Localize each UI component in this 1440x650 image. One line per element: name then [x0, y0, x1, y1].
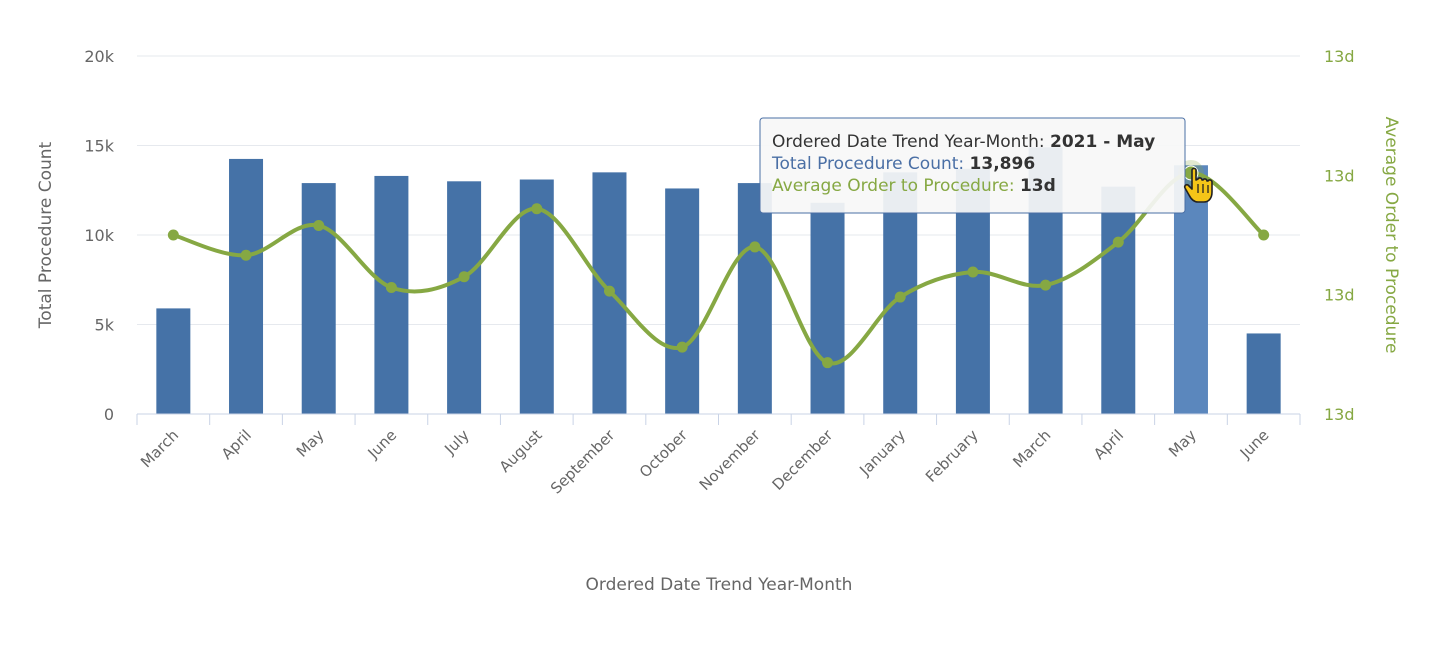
y-tick-label: 15k [84, 137, 114, 156]
bar [447, 181, 482, 414]
line-point [240, 249, 252, 261]
x-tick-label: April [1090, 426, 1127, 463]
y2-axis-title: Average Order to Procedure [1381, 117, 1401, 354]
x-tick-label: July [440, 426, 473, 459]
x-tick-label: March [137, 426, 182, 471]
x-tick-label: December [769, 426, 837, 494]
x-tick-label: August [496, 426, 546, 476]
x-tick-label: February [922, 426, 982, 486]
bar [374, 175, 409, 414]
line-point [967, 266, 979, 278]
pointer-hand-icon [1183, 167, 1213, 203]
line-point [676, 341, 688, 353]
line-point [458, 271, 470, 283]
tooltip-avg-label: Average Order to Procedure: [772, 176, 1020, 196]
x-tick-label: October [636, 426, 692, 482]
line-point [313, 219, 325, 231]
line-point [1040, 279, 1052, 291]
line-point [894, 291, 906, 303]
x-tick-label: June [364, 426, 401, 463]
bar [1101, 186, 1136, 414]
tooltip-box [759, 117, 1186, 214]
x-axis-title: Ordered Date Trend Year-Month [586, 575, 853, 595]
bar [810, 202, 845, 414]
line-point [822, 357, 834, 369]
x-tick-label: January [855, 426, 909, 480]
x-tick-label: September [547, 426, 619, 498]
tooltip-count-row: Total Procedure Count: 13,896 [771, 154, 1035, 174]
axes: 0 5k 10k 15k 20k 13d 13d 13d 13d March April May Jun… [84, 47, 1354, 497]
bar [301, 183, 336, 414]
tooltip-avg-row: Average Order to Procedure: 13d [772, 176, 1056, 196]
tooltip-count-value: 13,896 [970, 154, 1036, 174]
bar [156, 308, 191, 414]
tooltip-header-value: 2021 - May [1050, 132, 1155, 152]
y-tick-label: 0 [104, 405, 114, 424]
tooltip-count-label: Total Procedure Count: [771, 154, 970, 174]
x-tick-label: November [696, 426, 764, 494]
tooltip-header-label: Ordered Date Trend Year-Month: [772, 132, 1050, 152]
y2-tick-label: 13d [1324, 166, 1355, 185]
line-point [385, 282, 397, 294]
y2-tick-label: 13d [1324, 405, 1355, 424]
y2-tick-label: 13d [1324, 286, 1355, 305]
line-point [1258, 229, 1270, 241]
y-tick-label: 10k [84, 226, 114, 245]
y-tick-label: 5k [95, 316, 115, 335]
y2-tick-label: 13d [1324, 47, 1355, 66]
x-tick-label: May [293, 426, 328, 461]
tooltip-header: Ordered Date Trend Year-Month: 2021 - Ma… [772, 132, 1155, 152]
line-point [749, 241, 761, 253]
x-tick-label: June [1236, 426, 1273, 463]
bar [665, 188, 700, 414]
bar [229, 158, 264, 414]
x-tick-label: March [1009, 426, 1054, 471]
y-axis-title: Total Procedure Count [36, 141, 56, 329]
bar [519, 179, 554, 414]
tooltip-avg-value: 13d [1020, 176, 1056, 196]
tooltip: Ordered Date Trend Year-Month: 2021 - Ma… [759, 117, 1186, 214]
x-tick-label: April [218, 426, 255, 463]
bar [1246, 333, 1281, 414]
y-tick-label: 20k [84, 47, 114, 66]
line-point [531, 203, 543, 215]
bar [737, 183, 772, 414]
line-point [1112, 236, 1124, 248]
series-line [172, 170, 1266, 366]
line-point [603, 285, 615, 297]
x-tick-label: May [1165, 426, 1200, 461]
line-point [167, 229, 179, 241]
